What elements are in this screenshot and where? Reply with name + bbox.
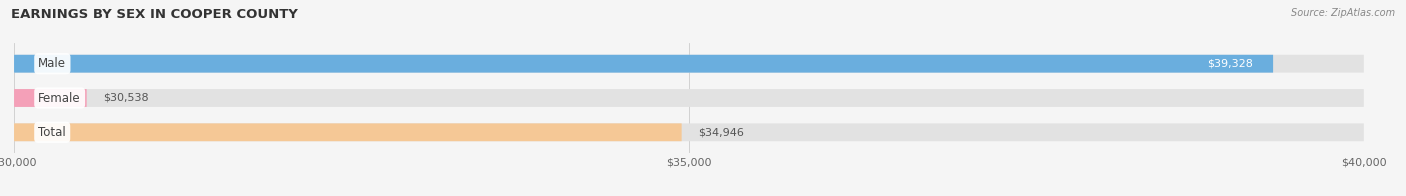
FancyBboxPatch shape (14, 55, 1272, 73)
FancyBboxPatch shape (14, 55, 1364, 73)
Text: Male: Male (38, 57, 66, 70)
Text: $30,538: $30,538 (103, 93, 149, 103)
FancyBboxPatch shape (14, 89, 87, 107)
Text: Female: Female (38, 92, 82, 104)
Text: $34,946: $34,946 (697, 127, 744, 137)
FancyBboxPatch shape (14, 89, 1364, 107)
FancyBboxPatch shape (14, 123, 682, 141)
Text: Total: Total (38, 126, 66, 139)
Text: Source: ZipAtlas.com: Source: ZipAtlas.com (1291, 8, 1395, 18)
Text: EARNINGS BY SEX IN COOPER COUNTY: EARNINGS BY SEX IN COOPER COUNTY (11, 8, 298, 21)
Text: $39,328: $39,328 (1206, 59, 1253, 69)
FancyBboxPatch shape (14, 123, 1364, 141)
